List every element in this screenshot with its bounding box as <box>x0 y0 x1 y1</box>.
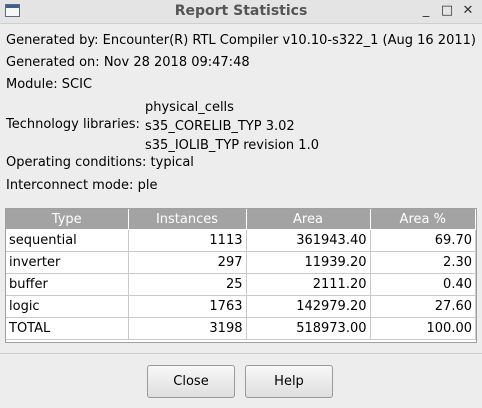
generated-by-value: Encounter(R) RTL Compiler v10.10-s322_1 … <box>102 33 476 48</box>
module-row: Module: SCIC <box>6 77 92 92</box>
column-header-area-percent[interactable]: Area % <box>370 209 476 230</box>
statistics-table: Type Instances Area Area % sequential 11… <box>6 209 476 340</box>
cell-instances: 25 <box>128 273 247 296</box>
minimize-icon[interactable]: _ <box>422 3 430 18</box>
module-value: SCIC <box>61 77 93 92</box>
cell-area: 2111.20 <box>246 273 371 296</box>
generated-by-label: Generated by: <box>6 33 99 48</box>
generated-by-row: Generated by: Encounter(R) RTL Compiler … <box>6 33 476 48</box>
close-button[interactable]: Close <box>147 365 235 398</box>
tech-library-item: physical_cells <box>145 100 234 115</box>
cell-area-percent: 27.60 <box>370 295 476 318</box>
cell-area-percent: 100.00 <box>370 317 476 340</box>
generated-on-row: Generated on: Nov 28 2018 09:47:48 <box>6 55 250 70</box>
interconnect-mode-row: Interconnect mode: ple <box>6 178 157 193</box>
table-row[interactable]: inverter 297 11939.20 2.30 <box>6 251 476 274</box>
cell-instances: 1763 <box>128 295 247 318</box>
interconnect-mode-value: ple <box>137 178 158 193</box>
cell-instances: 3198 <box>128 317 247 340</box>
cell-area: 518973.00 <box>246 317 371 340</box>
table-row-total[interactable]: TOTAL 3198 518973.00 100.00 <box>6 317 476 340</box>
operating-conditions-value: typical <box>150 155 194 170</box>
column-header-type[interactable]: Type <box>6 209 129 230</box>
interconnect-mode-label: Interconnect mode: <box>6 178 134 193</box>
cell-area-percent: 2.30 <box>370 251 476 274</box>
operating-conditions-label: Operating conditions: <box>6 155 147 170</box>
tech-library-item: s35_CORELIB_TYP 3.02 <box>145 119 295 134</box>
window-title: Report Statistics <box>174 3 308 19</box>
title-bar: Report Statistics _ □ ✕ <box>0 0 482 24</box>
cell-type: inverter <box>6 251 129 274</box>
operating-conditions-row: Operating conditions: typical <box>6 155 194 170</box>
column-header-area[interactable]: Area <box>246 209 371 230</box>
column-header-instances[interactable]: Instances <box>128 209 247 230</box>
generated-on-value: Nov 28 2018 09:47:48 <box>103 55 250 70</box>
cell-area: 11939.20 <box>246 251 371 274</box>
close-icon[interactable]: ✕ <box>462 3 474 18</box>
statistics-table-container: Type Instances Area Area % sequential 11… <box>5 208 477 343</box>
module-label: Module: <box>6 77 58 92</box>
button-separator <box>0 353 482 354</box>
cell-type: logic <box>6 295 129 318</box>
maximize-icon[interactable]: □ <box>440 3 454 18</box>
cell-area: 361943.40 <box>246 229 371 252</box>
tech-libraries-list: physical_cells s35_CORELIB_TYP 3.02 s35_… <box>145 98 319 155</box>
cell-area-percent: 69.70 <box>370 229 476 252</box>
generated-on-label: Generated on: <box>6 55 100 70</box>
cell-type: TOTAL <box>6 317 129 340</box>
cell-area: 142979.20 <box>246 295 371 318</box>
table-row[interactable]: sequential 1113 361943.40 69.70 <box>6 229 476 252</box>
table-row[interactable]: logic 1763 142979.20 27.60 <box>6 295 476 318</box>
cell-type: buffer <box>6 273 129 296</box>
table-header-row: Type Instances Area Area % <box>6 209 476 230</box>
cell-area-percent: 0.40 <box>370 273 476 296</box>
tech-libraries-label: Technology libraries: <box>6 117 140 132</box>
cell-type: sequential <box>6 229 129 252</box>
cell-instances: 1113 <box>128 229 247 252</box>
window-icon <box>5 4 20 17</box>
table-row[interactable]: buffer 25 2111.20 0.40 <box>6 273 476 296</box>
help-button[interactable]: Help <box>245 365 333 398</box>
cell-instances: 297 <box>128 251 247 274</box>
tech-library-item: s35_IOLIB_TYP revision 1.0 <box>145 138 319 153</box>
